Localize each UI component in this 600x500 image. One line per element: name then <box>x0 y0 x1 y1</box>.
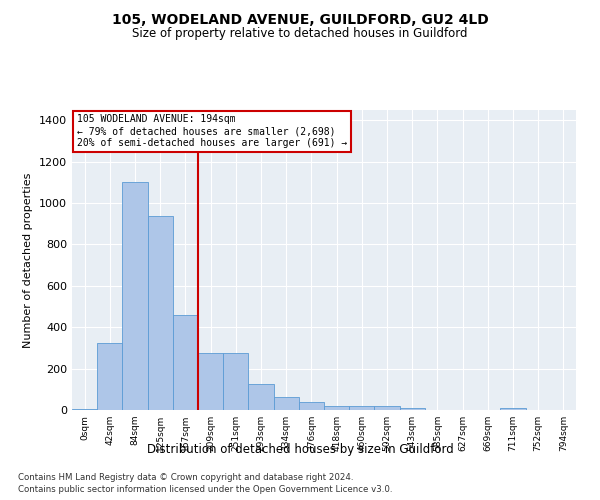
Text: Size of property relative to detached houses in Guildford: Size of property relative to detached ho… <box>132 28 468 40</box>
Bar <box>299 402 324 410</box>
Text: 105, WODELAND AVENUE, GUILDFORD, GU2 4LD: 105, WODELAND AVENUE, GUILDFORD, GU2 4LD <box>112 12 488 26</box>
Text: Contains HM Land Registry data © Crown copyright and database right 2024.: Contains HM Land Registry data © Crown c… <box>18 472 353 482</box>
Bar <box>148 216 173 410</box>
Bar <box>122 182 148 410</box>
Bar <box>274 396 299 410</box>
Bar <box>374 406 400 410</box>
Bar <box>198 353 223 410</box>
Bar <box>248 384 274 410</box>
Bar <box>324 406 349 410</box>
Y-axis label: Number of detached properties: Number of detached properties <box>23 172 34 348</box>
Bar <box>349 406 374 410</box>
Bar <box>173 315 198 410</box>
Bar <box>97 343 122 410</box>
Bar <box>223 353 248 410</box>
Bar <box>500 408 526 410</box>
Bar <box>400 408 425 410</box>
Bar <box>72 409 97 410</box>
Text: Contains public sector information licensed under the Open Government Licence v3: Contains public sector information licen… <box>18 485 392 494</box>
Text: 105 WODELAND AVENUE: 194sqm
← 79% of detached houses are smaller (2,698)
20% of : 105 WODELAND AVENUE: 194sqm ← 79% of det… <box>77 114 347 148</box>
Text: Distribution of detached houses by size in Guildford: Distribution of detached houses by size … <box>146 442 454 456</box>
